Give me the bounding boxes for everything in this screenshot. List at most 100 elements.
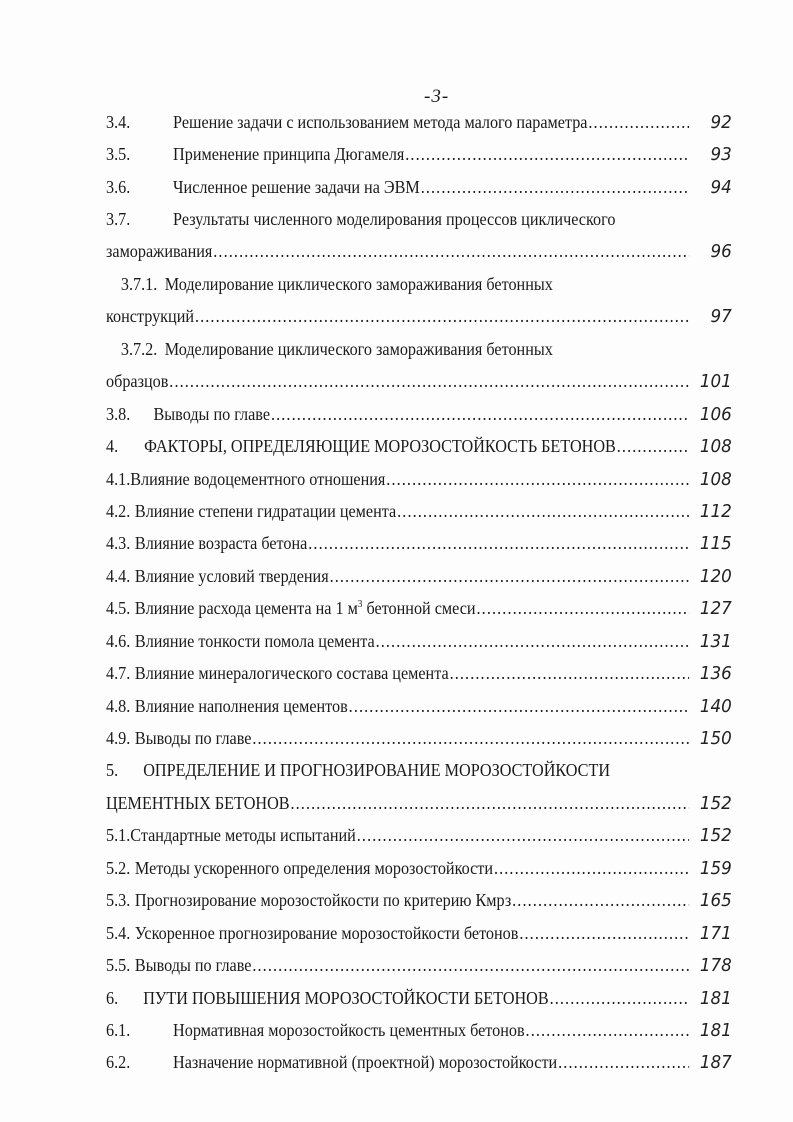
entry-page-number: 150 — [699, 728, 732, 750]
entry-page-number: 92 — [710, 111, 732, 133]
entry-page-number: 108 — [699, 436, 732, 458]
toc-entry: 3.7.1. Моделирование циклического замораж… — [106, 268, 747, 300]
entry-page-number: 152 — [699, 825, 732, 847]
toc-entry: 5.2. Методы ускоренного определения мороз… — [106, 852, 732, 884]
toc-entry: 4.3.Влияние возраста бетона 115 — [106, 528, 732, 560]
page-number: -3- — [424, 86, 450, 107]
entry-title: Выводы по главе — [153, 403, 271, 424]
dot-leader — [588, 112, 689, 133]
toc-entry: 4.7. Влияние минералогического состава це… — [106, 657, 732, 689]
entry-title-part: Влияние расхода цемента на 1 м — [134, 598, 358, 619]
toc-entry: конструкций 97 — [106, 301, 732, 333]
entry-page-number: 115 — [699, 533, 732, 555]
entry-number: 4.4. — [106, 565, 131, 586]
entry-number: 3.7.1. — [120, 273, 158, 294]
dot-leader — [213, 241, 689, 262]
entry-number: 4.2. — [106, 500, 131, 521]
toc-entry: 3.8. Выводы по главе 106 — [106, 398, 732, 430]
table-of-contents: 3.4. Решение задачи с использованием мето… — [106, 106, 732, 1079]
entry-page-number: 106 — [699, 403, 732, 425]
entry-page-number: 101 — [699, 371, 732, 393]
toc-entry: 3.7.2. Моделирование циклического замораж… — [106, 333, 747, 365]
dot-leader — [357, 825, 689, 846]
toc-entry: 4.5. Влияние расхода цемента на 1 м3 бето… — [106, 593, 732, 625]
toc-entry: 3.4. Решение задачи с использованием мето… — [106, 106, 732, 138]
entry-page-number: 93 — [710, 144, 732, 166]
dot-leader — [421, 177, 689, 198]
toc-entry: 5.3. Прогнозирование морозостойкости по к… — [106, 885, 732, 917]
toc-entry: 4.2.Влияние степени гидратации цемента 11… — [106, 495, 732, 527]
dot-leader — [386, 469, 689, 490]
dot-leader — [526, 1020, 690, 1041]
entry-title: Моделирование циклического замораживания… — [164, 338, 553, 359]
entry-page-number: 131 — [699, 630, 732, 652]
entry-page-number: 181 — [699, 1019, 732, 1041]
entry-number: 4. — [106, 436, 119, 457]
entry-number: 5.5. — [106, 955, 131, 976]
entry-page-number: 120 — [699, 565, 732, 587]
entry-title: образцов — [106, 371, 169, 392]
toc-entry: 4.6.Влияние тонкости помола цемента 131 — [106, 625, 732, 657]
toc-entry: 5.5.Выводы по главе 178 — [106, 949, 732, 981]
dot-leader — [252, 955, 689, 976]
entry-title: Численное решение задачи на ЭВМ — [173, 176, 420, 197]
toc-entry: 5. ОПРЕДЕЛЕНИЕ И ПРОГНОЗИРОВАНИЕ МОРОЗОСТ… — [106, 755, 732, 787]
dot-leader — [450, 663, 689, 684]
entry-title: ОПРЕДЕЛЕНИЕ И ПРОГНОЗИРОВАНИЕ МОРОЗОСТОЙ… — [143, 760, 611, 781]
dot-leader — [405, 144, 689, 165]
entry-page-number: 127 — [699, 598, 732, 620]
entry-title: Нормативная морозостойкость цементных бе… — [173, 1019, 525, 1040]
entry-title: Ускоренное прогнозирование морозостойкос… — [134, 922, 519, 943]
entry-title: Выводы по главе — [134, 955, 252, 976]
entry-page-number: 171 — [699, 922, 732, 944]
toc-entry: 3.7. Результаты численного моделирования … — [106, 203, 732, 235]
toc-entry: образцов 101 — [106, 366, 732, 398]
entry-title: Стандартные методы испытаний — [130, 825, 356, 846]
entry-title: Влияние расхода цемента на 1 м3 бетонной… — [135, 598, 476, 619]
entry-title: ПУТИ ПОВЫШЕНИЯ МОРОЗОСТОЙКОСТИ БЕТОНОВ — [143, 987, 549, 1008]
toc-entry: 4.1.Влияние водоцементного отношения 108 — [106, 463, 732, 495]
dot-leader — [477, 598, 690, 619]
toc-entry: 4.9.Выводы по главе 150 — [106, 722, 732, 754]
entry-number: 3.8. — [106, 403, 131, 424]
toc-entry: 3.6. Численное решение задачи на ЭВМ 94 — [106, 171, 732, 203]
entry-title: Влияние водоцементного отношения — [130, 468, 386, 489]
entry-page-number: 140 — [699, 695, 732, 717]
dot-leader — [252, 728, 689, 749]
toc-entry: 3.5. Применение принципа Дюгамеля 93 — [106, 138, 732, 170]
entry-page-number: 165 — [699, 890, 732, 912]
entry-page-number: 94 — [710, 176, 732, 198]
entry-page-number: 96 — [710, 241, 732, 263]
toc-entry: 4. ФАКТОРЫ, ОПРЕДЕЛЯЮЩИЕ МОРОЗОСТОЙКОСТЬ … — [106, 430, 732, 462]
entry-title: ФАКТОРЫ, ОПРЕДЕЛЯЮЩИЕ МОРОЗОСТОЙКОСТЬ БЕ… — [144, 436, 616, 457]
entry-number: 4.9. — [106, 728, 131, 749]
entry-number: 3.7.2. — [120, 338, 158, 359]
dot-leader — [195, 306, 689, 327]
entry-title: Влияние наполнения цементов — [134, 695, 348, 716]
dot-leader — [169, 371, 689, 392]
entry-number: 4.6. — [106, 630, 131, 651]
toc-entry: 4.8.Влияние наполнения цементов 140 — [106, 690, 732, 722]
dot-leader — [512, 890, 689, 911]
superscript: 3 — [357, 599, 363, 611]
entry-page-number: 159 — [699, 857, 732, 879]
dot-leader — [519, 923, 689, 944]
dot-leader — [617, 436, 689, 457]
entry-page-number: 178 — [699, 955, 732, 977]
dot-leader — [376, 631, 689, 652]
toc-entry: 5.4. Ускоренное прогнозирование морозосто… — [106, 917, 732, 949]
entry-page-number: 97 — [710, 306, 732, 328]
entry-title: Моделирование циклического замораживания… — [164, 273, 553, 294]
entry-title: замораживания — [106, 241, 213, 262]
dot-leader — [271, 404, 689, 425]
entry-page-number: 187 — [699, 1052, 732, 1074]
toc-entry: 5.1.Стандартные методы испытаний 152 — [106, 820, 732, 852]
entry-page-number: 136 — [699, 663, 732, 685]
entry-page-number: 112 — [699, 500, 732, 522]
entry-title: Влияние тонкости помола цемента — [134, 630, 375, 651]
dot-leader — [494, 858, 689, 879]
entry-title: Влияние условий твердения — [134, 565, 329, 586]
entry-number: 6. — [106, 987, 119, 1008]
toc-entry: 6.1. Нормативная морозостойкость цементны… — [106, 1014, 732, 1046]
entry-page-number: 152 — [699, 792, 732, 814]
